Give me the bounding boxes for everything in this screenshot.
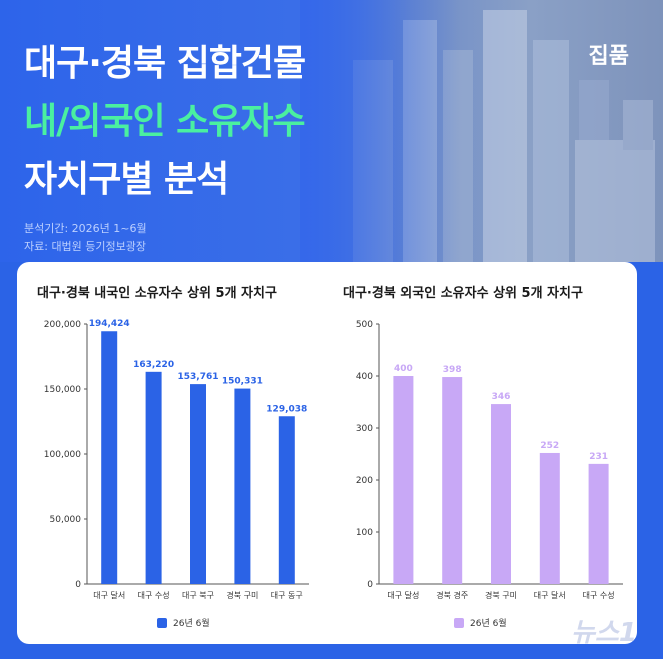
y-tick-label: 500 — [356, 320, 373, 330]
bar — [539, 452, 560, 584]
y-tick-label: 200 — [356, 476, 373, 486]
bar-value-label: 129,038 — [266, 404, 307, 414]
legend-domestic: 26년 6월 — [157, 616, 210, 629]
y-tick-label: 400 — [356, 372, 373, 382]
bar-value-label: 398 — [443, 365, 462, 375]
title-line-3: 자치구별 분석 — [24, 159, 229, 200]
x-category-label: 대구 수성 — [583, 591, 615, 600]
brand-logo: 집품 — [588, 44, 629, 69]
x-category-label: 경북 구미 — [485, 590, 517, 600]
legend-label-domestic: 26년 6월 — [173, 619, 210, 629]
bar — [442, 377, 463, 584]
analysis-period: 분석기간: 2026년 1~6월 — [24, 222, 147, 235]
bar — [491, 404, 511, 584]
y-tick-label: 0 — [75, 580, 81, 590]
bar-value-label: 194,424 — [89, 319, 130, 329]
y-tick-label: 150,000 — [44, 385, 81, 395]
bar-value-label: 153,761 — [178, 372, 219, 382]
bar — [101, 331, 118, 584]
foreign-bar-chart: 0 100 200 300 400 500 400 대구 달성 398 경북 경주 346 경북 구미… — [356, 320, 623, 600]
x-category-label: 대구 달성 — [387, 591, 419, 600]
bar — [145, 371, 162, 584]
x-category-label: 대구 북구 — [182, 591, 214, 600]
charts-panel: 대구·경북 내국인 소유자수 상위 5개 자치구 대구·경북 외국인 소유자수 … — [17, 262, 637, 644]
y-tick-label: 0 — [367, 580, 373, 590]
bar — [190, 384, 206, 584]
x-category-label: 대구 달서 — [534, 591, 566, 600]
title-line-2: 내/외국인 소유자수 — [24, 101, 306, 142]
legend-label-foreign: 26년 6월 — [470, 619, 507, 629]
domestic-bar-chart: 0 50,000 100,000 150,000 200,000 194,424 대구 달서… — [44, 319, 309, 600]
y-tick-label: 100 — [356, 528, 373, 538]
legend-swatch-domestic — [157, 617, 167, 628]
x-category-label: 대구 동구 — [271, 591, 303, 600]
bar-value-label: 150,331 — [222, 377, 263, 387]
bar — [234, 388, 251, 584]
x-category-label: 대구 수성 — [138, 591, 170, 600]
chart-title-foreign: 대구·경북 외국인 소유자수 상위 5개 자치구 — [343, 286, 583, 301]
bar-value-label: 400 — [394, 364, 413, 374]
bar — [588, 463, 609, 584]
x-category-label: 경북 구미 — [226, 590, 258, 600]
bar-value-label: 346 — [492, 392, 511, 402]
bar-value-label: 252 — [540, 441, 559, 451]
bar-value-label: 231 — [589, 452, 608, 462]
bar — [393, 376, 414, 584]
x-category-label: 경북 경주 — [436, 590, 468, 600]
bar-value-label: 163,220 — [133, 360, 174, 370]
title-line-1: 대구·경북 집합건물 — [24, 43, 306, 84]
y-tick-label: 100,000 — [44, 450, 81, 460]
y-tick-label: 200,000 — [44, 320, 81, 330]
news1-watermark: 뉴스1 — [571, 618, 637, 648]
data-source: 자료: 대법원 등기정보광장 — [24, 240, 147, 253]
hero-fade — [300, 0, 460, 262]
bar — [278, 416, 295, 584]
y-tick-label: 50,000 — [50, 515, 82, 525]
x-category-label: 대구 달서 — [93, 591, 125, 600]
legend-swatch-foreign — [454, 617, 464, 628]
legend-foreign: 26년 6월 — [454, 616, 507, 629]
y-tick-label: 300 — [356, 424, 373, 434]
chart-title-domestic: 대구·경북 내국인 소유자수 상위 5개 자치구 — [37, 286, 277, 301]
hero-banner: 대구·경북 집합건물 내/외국인 소유자수 자치구별 분석 집품 분석기간: 2… — [0, 0, 663, 262]
